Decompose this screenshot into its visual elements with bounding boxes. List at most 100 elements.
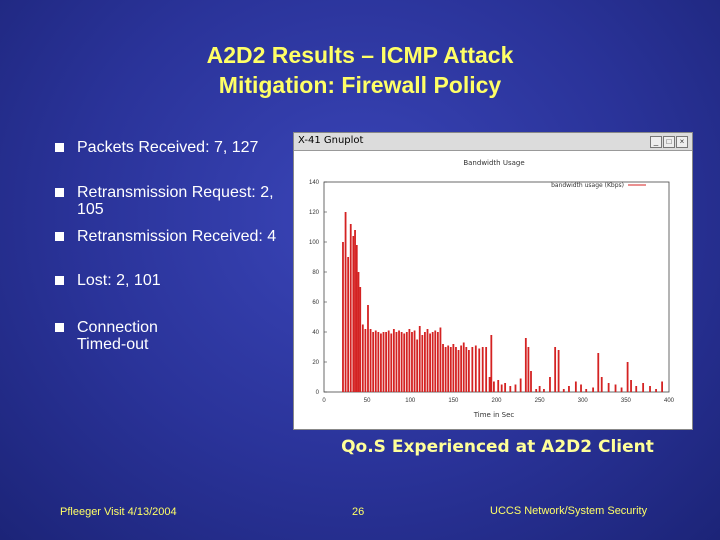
- bandwidth-bar: [538, 386, 541, 392]
- chart-bars: [342, 212, 663, 392]
- bullet-marker-icon: [55, 188, 64, 197]
- x-tick-label: 400: [664, 398, 675, 404]
- bandwidth-bar: [416, 339, 419, 392]
- bandwidth-bar: [455, 347, 457, 392]
- y-tick-label: 20: [312, 360, 319, 366]
- bandwidth-bar: [357, 272, 360, 392]
- bandwidth-bar: [562, 389, 565, 392]
- bullet-packets-received: Packets Received: 7, 127: [55, 139, 292, 156]
- bandwidth-bar: [490, 335, 493, 392]
- footer-page-number: 26: [352, 506, 365, 518]
- x-axis-label: Time in Sec: [473, 411, 515, 419]
- bandwidth-bar: [549, 377, 551, 392]
- bandwidth-bar: [543, 389, 545, 392]
- bandwidth-bar: [500, 384, 503, 392]
- window-titlebar[interactable]: X-41 Gnuplot _ □ ×: [294, 133, 692, 151]
- bandwidth-bar: [661, 381, 663, 392]
- bandwidth-bar: [447, 345, 450, 392]
- footer-left: Pfleeger Visit 4/13/2004: [60, 506, 177, 518]
- bandwidth-bar: [377, 332, 380, 392]
- y-tick-label: 0: [316, 390, 320, 396]
- chart-legend: bandwidth usage (Kbps): [551, 182, 624, 189]
- bandwidth-bar: [457, 350, 460, 392]
- axis-ticks: 0 50 100 150 200 250 300 350 400 0 20 40 60 80 100 120 1…: [309, 180, 675, 404]
- bandwidth-bar: [585, 389, 588, 392]
- bandwidth-bar: [344, 212, 347, 392]
- bandwidth-bar: [607, 383, 610, 392]
- close-icon[interactable]: ×: [676, 136, 688, 148]
- bandwidth-bar: [524, 338, 527, 392]
- window-title: X-41 Gnuplot: [298, 135, 364, 146]
- bandwidth-bar: [355, 245, 358, 392]
- bandwidth-bar: [519, 378, 522, 392]
- bandwidth-bar: [413, 330, 416, 392]
- bandwidth-bar: [431, 332, 434, 392]
- x-tick-label: 100: [405, 398, 416, 404]
- bandwidth-bar: [426, 329, 429, 392]
- bandwidth-bar: [392, 329, 395, 392]
- bandwidth-bar: [460, 345, 463, 392]
- bandwidth-bar: [372, 332, 375, 392]
- bandwidth-bar: [380, 333, 382, 392]
- bandwidth-bar: [349, 224, 352, 392]
- bandwidth-bar: [554, 347, 557, 392]
- y-tick-label: 80: [312, 270, 319, 276]
- minimize-icon[interactable]: _: [650, 136, 662, 148]
- bandwidth-bar: [620, 387, 623, 392]
- bandwidth-bar: [385, 332, 387, 392]
- bandwidth-bar: [597, 353, 600, 392]
- y-tick-label: 140: [309, 180, 320, 186]
- bandwidth-bar: [403, 333, 406, 392]
- x-tick-label: 200: [491, 398, 502, 404]
- bullet-connection-timed-out: Connection Timed-out: [55, 319, 187, 353]
- bandwidth-bar: [642, 383, 645, 392]
- footer-right: UCCS Network/System Security: [490, 505, 648, 517]
- x-tick-label: 50: [364, 398, 371, 404]
- bandwidth-bar: [439, 327, 442, 392]
- bullet-lost: Lost: 2, 101: [55, 272, 292, 289]
- bandwidth-bar: [462, 342, 465, 392]
- bandwidth-bar: [387, 330, 390, 392]
- y-tick-label: 100: [309, 240, 320, 246]
- bandwidth-bar: [452, 344, 455, 392]
- bandwidth-bar: [400, 332, 403, 392]
- bandwidth-bar: [421, 335, 424, 392]
- bandwidth-bar: [530, 371, 532, 392]
- bandwidth-bar: [359, 287, 362, 392]
- x-tick-label: 300: [578, 398, 589, 404]
- bandwidth-bar: [442, 344, 444, 392]
- bandwidth-bar: [354, 230, 356, 392]
- bandwidth-bar: [418, 326, 421, 392]
- bandwidth-bar: [509, 386, 512, 392]
- title-line-1: A2D2 Results – ICMP Attack: [206, 42, 514, 68]
- x-tick-label: 350: [621, 398, 632, 404]
- title-line-2: Mitigation: Firewall Policy: [218, 72, 502, 98]
- slide-title: A2D2 Results – ICMP Attack Mitigation: F…: [0, 40, 720, 100]
- bandwidth-bar: [592, 387, 594, 392]
- bandwidth-bar: [497, 380, 500, 392]
- bullet-retransmission-request: Retransmission Request: 2, 105: [55, 184, 292, 218]
- bandwidth-bar: [468, 350, 470, 392]
- bandwidth-bar: [600, 377, 603, 392]
- bandwidth-bar: [424, 332, 426, 392]
- chart-title: Bandwidth Usage: [463, 159, 524, 167]
- bandwidth-bar: [405, 332, 408, 392]
- bandwidth-bar: [488, 377, 491, 392]
- bandwidth-bar: [557, 350, 560, 392]
- bandwidth-bar: [367, 305, 369, 392]
- maximize-icon[interactable]: □: [663, 136, 675, 148]
- bandwidth-bar: [535, 389, 538, 392]
- bandwidth-bar: [635, 386, 638, 392]
- bandwidth-bar: [429, 333, 431, 392]
- bandwidth-bar: [649, 386, 651, 392]
- bullet-marker-icon: [55, 232, 64, 241]
- bandwidth-bar: [630, 380, 632, 392]
- bandwidth-bar: [352, 236, 355, 392]
- gnuplot-window[interactable]: X-41 Gnuplot _ □ × Bandwidth Usage bandw…: [293, 132, 693, 430]
- bandwidth-bar: [527, 347, 530, 392]
- bandwidth-bar: [347, 257, 350, 392]
- bandwidth-bar: [485, 347, 488, 392]
- bandwidth-bar: [449, 347, 452, 392]
- bandwidth-bar: [444, 347, 447, 392]
- bandwidth-bar: [395, 332, 398, 392]
